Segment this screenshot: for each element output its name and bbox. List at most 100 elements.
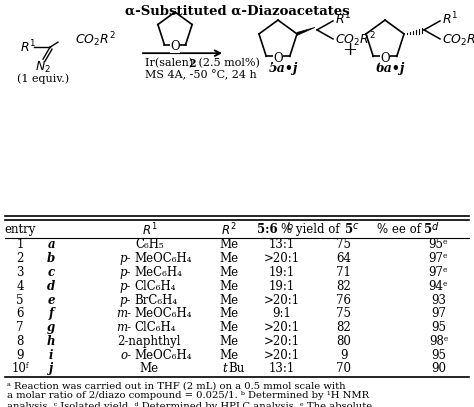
Text: MeOC₆H₄: MeOC₆H₄ (134, 307, 192, 320)
Text: 5:6: 5:6 (257, 223, 278, 236)
Text: 97ᵉ: 97ᵉ (428, 252, 448, 265)
Text: 64: 64 (336, 252, 351, 265)
Text: Ir(salen): Ir(salen) (145, 58, 197, 68)
Text: Me: Me (219, 280, 238, 293)
Text: >20:1: >20:1 (264, 252, 300, 265)
Text: ClC₆H₄: ClC₆H₄ (134, 321, 176, 334)
Text: Me: Me (219, 307, 238, 320)
Text: $N_2$: $N_2$ (35, 60, 51, 75)
Text: $R^1$: $R^1$ (335, 11, 351, 27)
Text: Me: Me (219, 293, 238, 306)
Text: 80: 80 (336, 335, 351, 348)
Text: $R^1$: $R^1$ (442, 11, 458, 27)
Text: 93: 93 (431, 293, 446, 306)
Text: 9: 9 (16, 349, 24, 362)
Polygon shape (297, 27, 315, 35)
Text: Me: Me (140, 363, 159, 376)
Text: 90: 90 (431, 363, 446, 376)
Text: 97ᵉ: 97ᵉ (428, 266, 448, 279)
Text: 7: 7 (16, 321, 24, 334)
Text: 75: 75 (336, 307, 351, 320)
Text: c: c (47, 266, 55, 279)
Text: b: b (47, 252, 55, 265)
Text: 82: 82 (336, 321, 351, 334)
Text: e: e (47, 293, 55, 306)
Text: 2: 2 (16, 252, 24, 265)
Text: >20:1: >20:1 (264, 349, 300, 362)
Text: >20:1: >20:1 (264, 321, 300, 334)
Text: MeC₆H₄: MeC₆H₄ (134, 266, 182, 279)
Text: 10ᶠ: 10ᶠ (11, 363, 28, 376)
Text: $R^1$: $R^1$ (20, 39, 36, 55)
Text: $b$: $b$ (286, 220, 294, 232)
Text: Me: Me (219, 349, 238, 362)
Text: BrC₆H₄: BrC₆H₄ (134, 293, 177, 306)
Text: h: h (47, 335, 55, 348)
Text: 6a•j: 6a•j (375, 62, 405, 75)
Text: $CO_2R^2$: $CO_2R^2$ (335, 31, 376, 49)
Text: 19:1: 19:1 (269, 266, 295, 279)
Text: Me: Me (219, 335, 238, 348)
Text: 5: 5 (424, 223, 433, 236)
Text: m-: m- (116, 307, 131, 320)
Text: f: f (49, 307, 54, 320)
Text: ᵃ Reaction was carried out in THF (2 mL) on a 0.5 mmol scale with: ᵃ Reaction was carried out in THF (2 mL)… (7, 381, 346, 390)
Text: 95: 95 (431, 349, 446, 362)
Text: $R^1$: $R^1$ (142, 222, 157, 238)
Text: a molar ratio of 2/diazo compound = 0.025/1. ᵇ Determined by ¹H NMR: a molar ratio of 2/diazo compound = 0.02… (7, 392, 369, 400)
Text: $CO_2R^2$: $CO_2R^2$ (442, 31, 474, 49)
Text: 5: 5 (345, 223, 353, 236)
Text: C₆H₅: C₆H₅ (135, 239, 164, 252)
Text: entry: entry (4, 223, 36, 236)
Text: 95: 95 (431, 321, 446, 334)
Text: 76: 76 (336, 293, 351, 306)
Text: Me: Me (219, 252, 238, 265)
Text: Me: Me (219, 239, 238, 252)
Text: i: i (49, 349, 54, 362)
Text: $CO_2R^2$: $CO_2R^2$ (75, 31, 116, 50)
Text: 3: 3 (16, 266, 24, 279)
Text: ClC₆H₄: ClC₆H₄ (134, 280, 176, 293)
Text: O: O (380, 52, 390, 65)
Text: $R^2$: $R^2$ (221, 222, 237, 238)
Text: $c$: $c$ (352, 221, 359, 232)
Text: p-: p- (120, 280, 131, 293)
Text: 97: 97 (431, 307, 446, 320)
Text: 98ᵉ: 98ᵉ (429, 335, 448, 348)
Text: 82: 82 (336, 280, 351, 293)
Text: d: d (47, 280, 55, 293)
Text: p-: p- (120, 293, 131, 306)
Text: a: a (47, 239, 55, 252)
Text: (2.5 mol%): (2.5 mol%) (195, 58, 260, 68)
Text: O: O (170, 39, 180, 53)
Text: 75: 75 (336, 239, 351, 252)
Text: g: g (47, 321, 55, 334)
Text: j: j (49, 363, 53, 376)
Text: >20:1: >20:1 (264, 293, 300, 306)
Text: m-: m- (116, 321, 131, 334)
Text: analysis. ᶜ Isolated yield. ᵈ Determined by HPLC analysis. ᵉ The absolute: analysis. ᶜ Isolated yield. ᵈ Determined… (7, 402, 372, 407)
Text: 70: 70 (336, 363, 351, 376)
Text: 13:1: 13:1 (269, 363, 295, 376)
Text: 94ᵉ: 94ᵉ (428, 280, 448, 293)
Text: (1 equiv.): (1 equiv.) (17, 73, 69, 83)
Text: 5a•j: 5a•j (268, 62, 298, 75)
Text: 71: 71 (336, 266, 351, 279)
Text: 9: 9 (340, 349, 347, 362)
Text: 2: 2 (188, 58, 196, 69)
Text: 6: 6 (16, 307, 24, 320)
Text: % yield of: % yield of (281, 223, 344, 236)
Text: 2-naphthyl: 2-naphthyl (118, 335, 181, 348)
Text: MS 4A, -50 °C, 24 h: MS 4A, -50 °C, 24 h (145, 69, 257, 80)
Text: MeOC₆H₄: MeOC₆H₄ (134, 349, 192, 362)
Text: $d$: $d$ (431, 220, 440, 232)
Text: Me: Me (219, 321, 238, 334)
Text: 5: 5 (16, 293, 24, 306)
Text: p-: p- (120, 266, 131, 279)
Text: 1: 1 (16, 239, 24, 252)
Text: +: + (343, 41, 357, 59)
Text: p-: p- (120, 252, 131, 265)
Text: 4: 4 (16, 280, 24, 293)
Text: 13:1: 13:1 (269, 239, 295, 252)
Text: 95ᵉ: 95ᵉ (428, 239, 448, 252)
